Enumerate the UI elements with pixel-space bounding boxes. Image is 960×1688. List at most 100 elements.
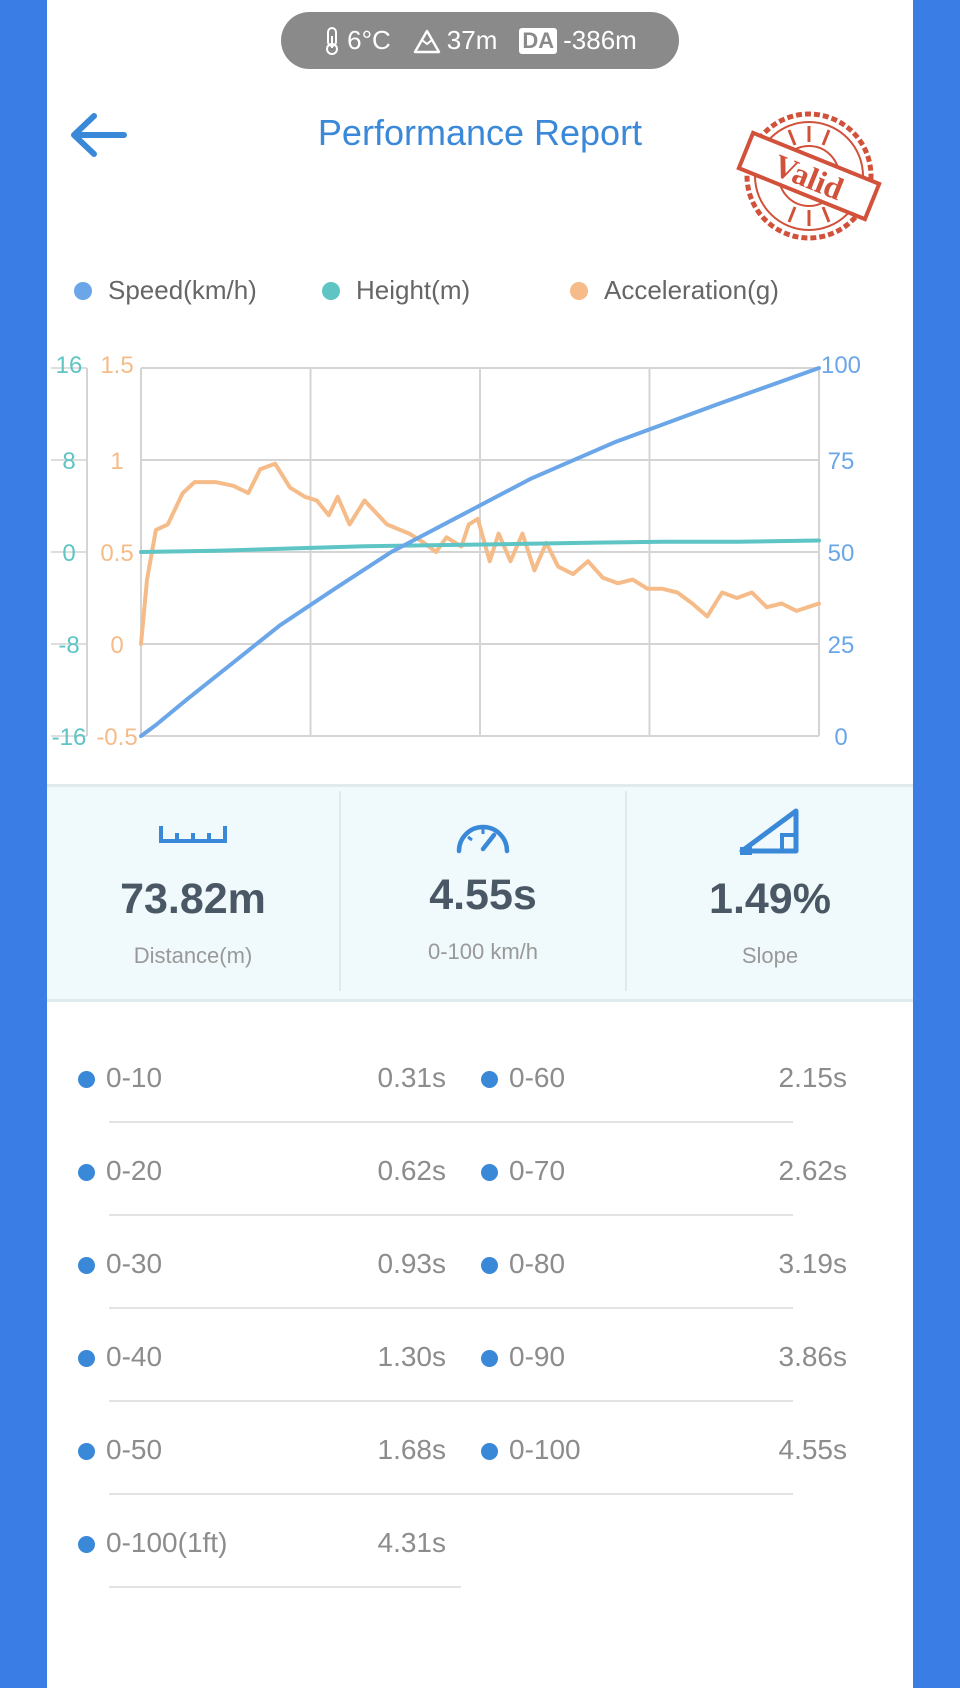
split-name: 0-10 xyxy=(106,1062,163,1093)
legend-dot xyxy=(570,281,588,300)
page-title: Performance Report xyxy=(317,112,643,153)
stat-zero-to-hundred: 4.55s 0-100 km/h xyxy=(341,787,625,999)
split-time: 2.15s xyxy=(778,1062,848,1093)
legend-label: Acceleration(g) xyxy=(604,275,779,305)
split-name: 0-80 xyxy=(509,1248,566,1279)
split-time: 4.55s xyxy=(778,1434,848,1465)
stat-divider xyxy=(339,791,341,991)
split-time: 3.19s xyxy=(778,1248,848,1279)
legend-dot xyxy=(322,281,340,300)
bullet-dot xyxy=(78,1536,95,1553)
accel-axis-tick-label: 0.5 xyxy=(100,540,133,567)
slope-icon xyxy=(739,808,799,855)
split-name: 0-40 xyxy=(106,1341,163,1372)
row-divider xyxy=(109,1586,461,1588)
zero-to-hundred-value: 4.55s xyxy=(429,871,537,919)
series-line-accel xyxy=(139,461,821,646)
speedometer-icon xyxy=(456,824,510,854)
split-time: 0.62s xyxy=(377,1155,447,1186)
split-name: 0-20 xyxy=(106,1155,163,1186)
list-item: 0-50 1.68s xyxy=(78,1432,446,1472)
temperature-item: 6°C xyxy=(323,25,391,56)
split-time: 1.68s xyxy=(377,1434,447,1465)
list-item: 0-90 3.86s xyxy=(481,1339,847,1379)
speed-axis-tick-label: 0 xyxy=(834,724,847,750)
zero-to-hundred-label: 0-100 km/h xyxy=(427,939,539,964)
row-divider xyxy=(109,1400,793,1402)
conditions-pill: 6°C 37m DA -386m xyxy=(281,12,679,69)
legend-item-acceleration: Acceleration(g) xyxy=(570,275,779,306)
row-divider xyxy=(109,1214,793,1216)
split-time: 0.31s xyxy=(377,1062,447,1093)
split-time: 4.31s xyxy=(377,1527,447,1558)
split-name: 0-30 xyxy=(106,1248,163,1279)
list-item: 0-30 0.93s xyxy=(78,1246,446,1286)
bullet-dot xyxy=(481,1164,498,1181)
split-name: 0-100 xyxy=(509,1434,581,1465)
bullet-dot xyxy=(78,1164,95,1181)
ruler-icon xyxy=(159,826,227,843)
list-item: 0-10 0.31s xyxy=(78,1060,446,1100)
split-time: 0.93s xyxy=(377,1248,447,1279)
accel-axis-tick-label: 0 xyxy=(110,632,123,659)
accel-axis-tick-label: 1.5 xyxy=(100,352,133,379)
bullet-dot xyxy=(481,1071,498,1088)
list-item: 0-40 1.30s xyxy=(78,1339,446,1379)
altitude-item: 37m xyxy=(413,25,498,56)
split-name: 0-70 xyxy=(509,1155,566,1186)
row-divider xyxy=(109,1121,793,1123)
legend-label: Speed(km/h) xyxy=(108,275,257,305)
da-badge: DA xyxy=(519,27,558,54)
density-altitude-value: -386m xyxy=(563,25,637,55)
list-item: 0-20 0.62s xyxy=(78,1153,446,1193)
height-axis-tick-label: -8 xyxy=(58,632,79,659)
chart-legend: Speed(km/h) Height(m) Acceleration(g) xyxy=(70,275,870,309)
legend-item-height: Height(m) xyxy=(322,275,470,306)
speed-axis-tick-label: 100 xyxy=(821,352,861,379)
split-name: 0-100(1ft) xyxy=(106,1527,228,1558)
stat-divider xyxy=(625,791,627,991)
speed-axis-tick-label: 25 xyxy=(828,632,855,659)
accel-axis-tick-label: -0.5 xyxy=(96,724,137,750)
speed-axis-tick-label: 75 xyxy=(828,448,855,475)
legend-item-speed: Speed(km/h) xyxy=(74,275,257,306)
accel-axis-tick-label: 1 xyxy=(110,448,123,475)
density-altitude-item: DA -386m xyxy=(519,25,637,56)
list-item: 0-100 4.55s xyxy=(481,1432,847,1472)
height-axis-tick-label: -16 xyxy=(52,724,87,750)
temperature-value: 6°C xyxy=(347,25,391,55)
height-axis-tick-label: 8 xyxy=(62,448,75,475)
row-divider xyxy=(109,1307,793,1309)
list-item: 0-70 2.62s xyxy=(481,1153,847,1193)
mountain-icon xyxy=(413,29,440,53)
bullet-dot xyxy=(481,1443,498,1460)
bullet-dot xyxy=(78,1071,95,1088)
series-line-height xyxy=(139,538,821,554)
altitude-value: 37m xyxy=(446,25,498,55)
stat-slope: 1.49% Slope xyxy=(627,787,913,999)
summary-stats: 73.82m Distance(m) 4.55s 0-100 km/h 1.49… xyxy=(47,784,913,1002)
distance-label: Distance(m) xyxy=(133,943,253,968)
legend-label: Height(m) xyxy=(356,275,471,305)
slope-label: Slope xyxy=(741,943,799,968)
back-arrow-icon[interactable] xyxy=(68,110,128,160)
split-name: 0-90 xyxy=(509,1341,566,1372)
thermometer-icon xyxy=(326,26,339,55)
list-item: 0-100(1ft) 4.31s xyxy=(78,1525,446,1565)
speed-axis-tick-label: 50 xyxy=(828,540,855,567)
distance-value: 73.82m xyxy=(120,875,266,923)
bullet-dot xyxy=(78,1350,95,1367)
split-name: 0-50 xyxy=(106,1434,163,1465)
series-line-speed xyxy=(139,366,821,738)
list-item: 0-80 3.19s xyxy=(481,1246,847,1286)
split-time: 2.62s xyxy=(778,1155,848,1186)
bullet-dot xyxy=(78,1443,95,1460)
performance-chart: 16 8 0 -8 -16 1.5 1 0.5 0 -0.5 100 75 50 25 0 xyxy=(51,352,861,750)
split-name: 0-60 xyxy=(509,1062,566,1093)
valid-stamp: Valid xyxy=(736,111,882,241)
slope-value: 1.49% xyxy=(709,875,831,923)
bullet-dot xyxy=(481,1257,498,1274)
bullet-dot xyxy=(78,1257,95,1274)
legend-dot xyxy=(74,281,92,300)
row-divider xyxy=(109,1493,793,1495)
